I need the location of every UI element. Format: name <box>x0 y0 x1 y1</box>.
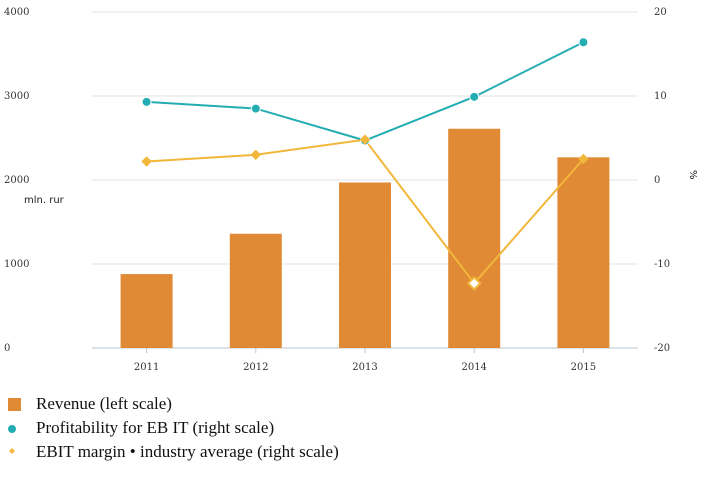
profitability-point <box>250 103 261 114</box>
x-tick-label: 2011 <box>134 362 159 373</box>
x-tick-label: 2013 <box>352 362 377 373</box>
profitability-point <box>578 37 589 48</box>
revenue-bar <box>120 274 173 348</box>
y-left-tick-label: 1000 <box>4 259 29 270</box>
revenue-bars <box>120 128 610 348</box>
y-left-axis-label: mln. rur <box>24 195 65 206</box>
profitability-point <box>141 96 152 107</box>
y-right-tick-label: -20 <box>654 343 670 354</box>
legend: Revenue (left scale) Profitability for E… <box>0 392 702 464</box>
x-tick-label: 2014 <box>461 362 486 373</box>
profitability-point <box>469 91 480 102</box>
legend-item-profitability: Profitability for EB IT (right scale) <box>0 416 702 440</box>
y-left-ticks: 0 1000 2000 3000 4000 <box>4 7 29 354</box>
ebit-margin-point <box>250 149 262 161</box>
y-left-tick-label: 2000 <box>4 175 29 186</box>
y-left-tick-label: 4000 <box>4 7 29 18</box>
y-right-tick-label: 0 <box>654 175 660 186</box>
revenue-bar <box>448 128 501 348</box>
square-marker-icon <box>8 398 21 411</box>
legend-label-revenue: Revenue (left scale) <box>36 394 172 413</box>
revenue-bar <box>229 233 282 348</box>
legend-item-ebit-margin: EBIT margin • industry average (right sc… <box>0 440 702 464</box>
x-tick-label: 2012 <box>243 362 268 373</box>
y-right-axis-label: % <box>687 170 698 180</box>
y-right-ticks: -20 -10 0 10 20 <box>654 7 670 354</box>
combo-chart: 2011 2012 2013 2014 2015 0 1000 2000 3000 4000 -… <box>4 7 698 373</box>
x-axis-ticks: 2011 2012 2013 2014 2015 <box>134 348 596 373</box>
legend-label-profitability: Profitability for EB IT (right scale) <box>36 418 275 437</box>
circle-marker-icon <box>8 425 16 433</box>
legend-item-revenue: Revenue (left scale) <box>0 392 702 416</box>
grid-lines <box>92 11 638 349</box>
diamond-marker-icon <box>9 448 15 454</box>
series-markers <box>141 37 589 291</box>
y-right-tick-label: 20 <box>654 7 667 18</box>
y-right-tick-label: 10 <box>654 91 667 102</box>
ebit-margin-point <box>141 156 152 167</box>
x-tick-label: 2015 <box>571 362 596 373</box>
y-left-tick-label: 3000 <box>4 91 29 102</box>
ebit-margin-point <box>466 275 482 291</box>
revenue-bar <box>557 157 610 348</box>
revenue-bar <box>339 182 391 348</box>
profitability-line <box>146 41 584 142</box>
y-left-tick-label: 0 <box>4 343 10 354</box>
ebit-margin-point <box>578 153 589 165</box>
ebit-margin-point <box>359 134 371 145</box>
y-right-tick-label: -10 <box>654 259 670 270</box>
legend-label-ebit-margin: EBIT margin • industry average (right sc… <box>36 442 339 461</box>
